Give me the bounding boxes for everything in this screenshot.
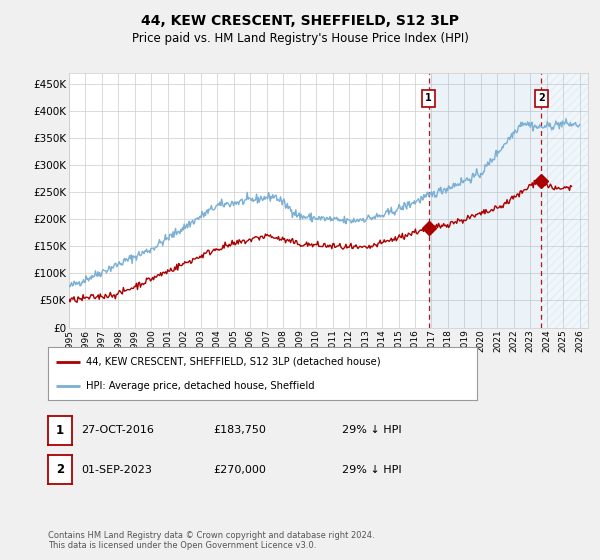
Text: £183,750: £183,750 [213, 426, 266, 435]
Text: Contains HM Land Registry data © Crown copyright and database right 2024.
This d: Contains HM Land Registry data © Crown c… [48, 530, 374, 550]
Text: 27-OCT-2016: 27-OCT-2016 [81, 426, 154, 435]
Text: Price paid vs. HM Land Registry's House Price Index (HPI): Price paid vs. HM Land Registry's House … [131, 32, 469, 45]
Bar [541, 73, 588, 328]
Text: £270,000: £270,000 [213, 465, 266, 474]
Bar [428, 73, 541, 328]
Text: 44, KEW CRESCENT, SHEFFIELD, S12 3LP: 44, KEW CRESCENT, SHEFFIELD, S12 3LP [141, 14, 459, 28]
Text: 1: 1 [56, 424, 64, 437]
Text: 01-SEP-2023: 01-SEP-2023 [81, 465, 152, 474]
Text: 1: 1 [425, 94, 432, 103]
Text: 29% ↓ HPI: 29% ↓ HPI [342, 426, 401, 435]
Text: 44, KEW CRESCENT, SHEFFIELD, S12 3LP (detached house): 44, KEW CRESCENT, SHEFFIELD, S12 3LP (de… [86, 357, 380, 367]
Text: 29% ↓ HPI: 29% ↓ HPI [342, 465, 401, 474]
Text: HPI: Average price, detached house, Sheffield: HPI: Average price, detached house, Shef… [86, 381, 314, 391]
Text: 2: 2 [538, 94, 545, 103]
Text: 2: 2 [56, 463, 64, 476]
